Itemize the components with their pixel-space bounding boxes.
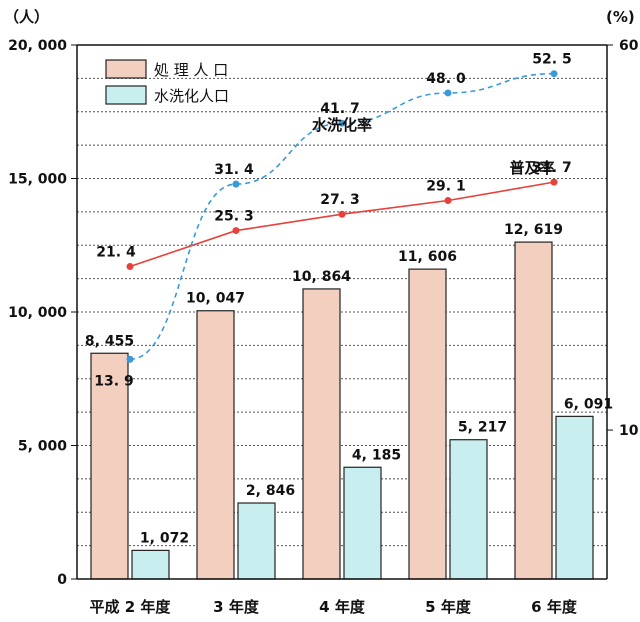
coverage-rate-point xyxy=(126,263,134,271)
bars-group xyxy=(90,241,594,580)
lines-group xyxy=(126,70,558,363)
rate-value-label: 29. 1 xyxy=(426,179,465,195)
right-axis-unit: (%) xyxy=(606,8,635,26)
rate-value-label: 25. 3 xyxy=(214,209,253,225)
flush-rate-annotation: 水洗化率 xyxy=(312,116,372,134)
rate-value-label: 31. 4 xyxy=(214,162,254,178)
bar-flush-population xyxy=(555,415,594,580)
bar-value-label: 1, 072 xyxy=(140,530,189,546)
bar-value-label: 6, 091 xyxy=(564,396,613,412)
category-label: 平成 2 年度 xyxy=(90,598,172,616)
rate-value-label: 41. 7 xyxy=(320,101,359,117)
coverage-rate-point xyxy=(550,178,558,186)
bar-treated-population xyxy=(408,268,447,580)
bar-treated-population xyxy=(302,288,341,580)
right-tick-label: 10 xyxy=(619,423,639,439)
bar-flush-population xyxy=(343,466,382,580)
bar-value-label: 10, 047 xyxy=(186,291,245,307)
rate-value-label: 48. 0 xyxy=(426,71,466,87)
bar-value-label: 12, 619 xyxy=(504,222,563,238)
coverage-rate-point xyxy=(444,197,452,205)
flush-rate-line xyxy=(129,72,555,361)
flush-rate-point xyxy=(232,180,240,188)
legend-label: 水洗化人口 xyxy=(154,87,229,105)
left-tick-label: 20, 000 xyxy=(8,38,67,54)
rate-value-label: 27. 3 xyxy=(320,192,359,208)
rate-value-label: 21. 4 xyxy=(96,245,136,261)
axes-group: 0 5, 000 10, 000 15, 000 20, 000 10 60 平成 2 年度 3… xyxy=(8,38,639,616)
bar-value-label: 2, 846 xyxy=(246,483,295,499)
bar-value-label: 4, 185 xyxy=(352,447,401,463)
category-label: 4 年度 xyxy=(319,598,366,616)
labels-group: 8, 455 10, 047 10, 864 11, 606 12, 619 1, 072… xyxy=(85,52,613,547)
left-tick-label: 15, 000 xyxy=(8,172,67,188)
flush-rate-point xyxy=(444,89,452,97)
right-tick-label: 60 xyxy=(619,38,639,54)
bar-value-label: 11, 606 xyxy=(398,249,457,265)
left-tick-label: 5, 000 xyxy=(18,439,67,455)
coverage-rate-annotation: 普及率 xyxy=(509,159,554,177)
bar-treated-population xyxy=(196,310,235,580)
left-axis-unit: （人） xyxy=(4,8,49,26)
coverage-rate-point xyxy=(338,210,346,218)
bar-treated-population xyxy=(90,352,129,580)
rate-value-label: 13. 9 xyxy=(94,373,133,389)
bar-value-label: 8, 455 xyxy=(85,333,134,349)
bar-flush-population xyxy=(237,502,276,580)
coverage-rate-point xyxy=(232,227,240,235)
bar-flush-population xyxy=(449,439,488,580)
legend-label: 処 理 人 口 xyxy=(154,61,228,79)
left-tick-label: 10, 000 xyxy=(8,305,67,321)
category-label: 6 年度 xyxy=(531,598,578,616)
bar-value-label: 5, 217 xyxy=(458,420,507,436)
flush-rate-point xyxy=(126,355,134,363)
bar-value-label: 10, 864 xyxy=(292,269,351,285)
bar-flush-population xyxy=(131,549,170,580)
rate-value-label: 31. 7 xyxy=(532,160,571,176)
category-label: 3 年度 xyxy=(213,598,260,616)
left-tick-label: 0 xyxy=(57,572,67,588)
flush-rate-point xyxy=(338,119,346,127)
flush-rate-point xyxy=(550,70,558,78)
bar-treated-population xyxy=(514,241,553,580)
category-label: 5 年度 xyxy=(425,598,472,616)
gridlines xyxy=(77,77,607,547)
legend-swatch xyxy=(105,59,147,79)
rate-value-label: 52. 5 xyxy=(532,52,571,68)
legend-swatch xyxy=(105,85,147,105)
